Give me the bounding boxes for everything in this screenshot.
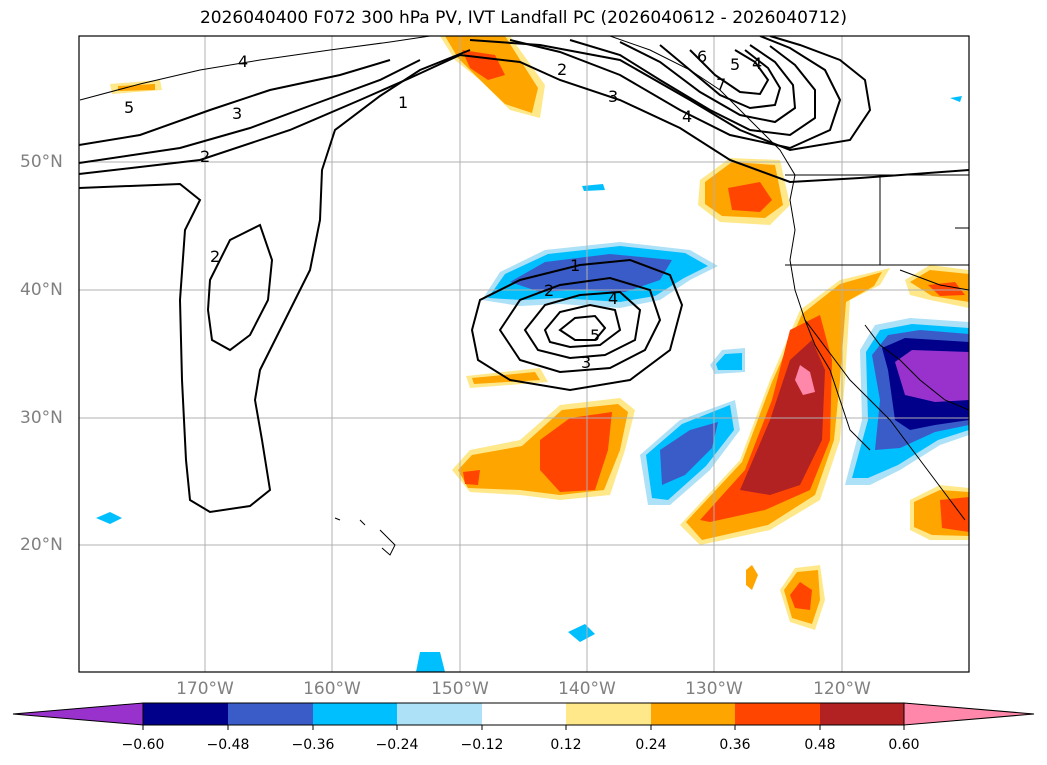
colorbar-bin (228, 703, 313, 725)
colorbar-tick-label: −0.36 (291, 737, 335, 753)
colorbar-frame (142, 702, 905, 726)
negative-anomaly-blob (582, 184, 605, 191)
positive-anomaly-blob (728, 182, 772, 212)
map-frame (78, 35, 970, 673)
colorbar-bin (651, 703, 735, 725)
negative-anomaly-blob (568, 624, 595, 642)
negative-anomaly-blob (660, 422, 718, 485)
contour-label: 4 (682, 107, 692, 126)
colorbar (12, 702, 1035, 730)
colorbar-tick-label: 0.48 (804, 737, 836, 753)
shaded-field (96, 36, 969, 672)
contour-label: 4 (608, 289, 618, 308)
contour-label: 1 (398, 93, 408, 112)
negative-anomaly-blob (416, 652, 445, 672)
negative-anomaly-blob (716, 353, 742, 370)
contour-label: 2 (544, 281, 554, 300)
map-title: 2026040400 F072 300 hPa PV, IVT Landfall… (199, 8, 847, 28)
colorbar-bin (482, 703, 566, 725)
negative-anomaly-blob (96, 512, 122, 524)
contour-label: 2 (557, 60, 567, 79)
positive-anomaly-blob (463, 470, 480, 485)
contour-label: 3 (608, 87, 618, 106)
positive-anomaly-blob (940, 497, 969, 532)
contour-labels: 4 5 3 2 1 2 2 3 6 5 4 7 4 1 2 4 5 3 (124, 47, 762, 372)
contour-label: 5 (590, 326, 600, 345)
positive-anomaly-blob (746, 565, 758, 590)
negative-anomaly-blob (950, 96, 962, 102)
gridlines (79, 36, 969, 672)
lon-label: 150°W (431, 679, 489, 699)
lat-label: 30°N (20, 408, 63, 428)
colorbar-tick-label: −0.12 (460, 737, 504, 753)
colorbar-tick-label: −0.60 (121, 737, 165, 753)
lon-label: 160°W (303, 679, 361, 699)
positive-anomaly-blob (795, 365, 815, 395)
colorbar-tick-label: 0.24 (635, 737, 667, 753)
contour-label: 1 (570, 256, 580, 275)
colorbar-tick-label: −0.24 (375, 737, 419, 753)
positive-anomaly-blob (118, 84, 155, 91)
colorbar-bin (820, 703, 904, 725)
lat-label: 20°N (20, 535, 63, 555)
lon-label: 120°W (813, 679, 871, 699)
colorbar-bin (313, 703, 397, 725)
colorbar-bin (566, 703, 651, 725)
colorbar-tick-label: 0.60 (888, 737, 920, 753)
positive-anomaly-blob (462, 50, 505, 80)
contour-label: 2 (200, 147, 210, 166)
contour-label: 5 (730, 55, 740, 74)
positive-anomaly-blob (928, 282, 965, 296)
lat-label: 40°N (20, 280, 63, 300)
contour-label: 5 (124, 98, 134, 117)
colorbar-tick-label: 0.12 (550, 737, 582, 753)
colorbar-bin (735, 703, 820, 725)
colorbar-extend-right (903, 702, 1035, 726)
lat-label: 50°N (20, 152, 63, 172)
positive-anomaly-blob (540, 412, 612, 492)
lon-label: 170°W (176, 679, 234, 699)
contour-label: 7 (716, 75, 726, 94)
positive-anomaly-blob (790, 582, 812, 610)
negative-anomaly-blob (895, 350, 969, 402)
contour-label: 3 (232, 104, 242, 123)
colorbar-tick-label: 0.36 (719, 737, 751, 753)
colorbar-tick-label: −0.48 (206, 737, 250, 753)
contour-label: 3 (581, 353, 591, 372)
colorbar-bin (397, 703, 482, 725)
contour-label: 4 (752, 54, 762, 73)
contour-label: 4 (238, 52, 248, 71)
contour-label: 2 (210, 247, 220, 266)
contours (79, 36, 969, 514)
colorbar-bin (143, 703, 228, 725)
colorbar-extend-left (12, 702, 144, 726)
lon-label: 140°W (558, 679, 616, 699)
lon-label: 130°W (685, 679, 743, 699)
coastlines (79, 36, 969, 556)
negative-anomaly-blob (510, 254, 672, 292)
contour-label: 6 (697, 47, 707, 66)
